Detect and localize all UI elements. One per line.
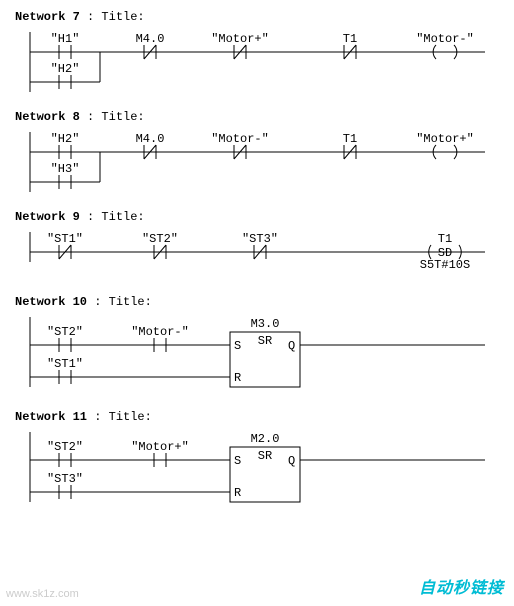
element-label: "ST1" (47, 232, 83, 246)
network-header: Network 9 : Title: (15, 210, 499, 224)
element-label: M4.0 (136, 132, 165, 146)
rung-svg: SRSRQ"ST2""Motor+"M2.0"ST3" (15, 432, 499, 507)
network-block: Network 10 : Title:SRSRQ"ST2""Motor-"M3.… (15, 295, 499, 392)
element-label: "ST3" (47, 472, 83, 486)
element-label: M2.0 (251, 432, 280, 446)
rung-svg: SD"ST1""ST2""ST3"T1S5T#10S (15, 232, 499, 277)
rung-svg: "H2" M4.0 "Motor-" T1 "Motor+" "H3" (15, 132, 499, 192)
network-title-suffix: : Title: (80, 10, 145, 24)
element-label: M3.0 (251, 317, 280, 331)
element-label: "H3" (51, 162, 80, 176)
network-block: Network 7 : Title:"H1"M4.0"Motor+"T1"Mot… (15, 10, 499, 92)
element-label: "Motor-" (416, 32, 474, 46)
network-title-suffix: : Title: (80, 210, 145, 224)
network-title-bold: Network 9 (15, 210, 80, 224)
network-header: Network 8 : Title: (15, 110, 499, 124)
network-title-bold: Network 10 (15, 295, 87, 309)
svg-text:SR: SR (258, 449, 272, 463)
svg-text:R: R (234, 371, 241, 385)
element-label: "ST2" (47, 440, 83, 454)
element-label: "ST2" (47, 325, 83, 339)
network-block: Network 11 : Title:SRSRQ"ST2""Motor+"M2.… (15, 410, 499, 507)
element-label: "Motor+" (131, 440, 189, 454)
element-label: "Motor+" (211, 32, 269, 46)
rung-svg: "H1" M4.0 "Motor+" T1 "Motor-" "H2" (15, 32, 499, 92)
svg-text:S: S (234, 454, 241, 468)
element-label: "Motor+" (416, 132, 474, 146)
svg-text:SR: SR (258, 334, 272, 348)
element-label: M4.0 (136, 32, 165, 46)
element-label: S5T#10S (420, 258, 470, 272)
network-title-bold: Network 11 (15, 410, 87, 424)
network-title-suffix: : Title: (87, 295, 152, 309)
network-title-suffix: : Title: (87, 410, 152, 424)
svg-text:R: R (234, 486, 241, 500)
element-label: "ST1" (47, 357, 83, 371)
element-label: "Motor-" (211, 132, 269, 146)
element-label: T1 (343, 132, 357, 146)
element-label: T1 (438, 232, 452, 246)
element-label: "ST3" (242, 232, 278, 246)
element-label: "ST2" (142, 232, 178, 246)
network-header: Network 11 : Title: (15, 410, 499, 424)
element-label: "H2" (51, 132, 80, 146)
watermark-text: www.sk1z.com (6, 588, 79, 600)
network-header: Network 10 : Title: (15, 295, 499, 309)
element-label: "H2" (51, 62, 80, 76)
element-label: T1 (343, 32, 357, 46)
element-label: "Motor-" (131, 325, 189, 339)
ladder-diagram-root: Network 7 : Title:"H1"M4.0"Motor+"T1"Mot… (15, 10, 499, 507)
svg-text:Q: Q (288, 339, 295, 353)
svg-text:S: S (234, 339, 241, 353)
svg-text:Q: Q (288, 454, 295, 468)
network-block: Network 9 : Title:SD"ST1""ST2""ST3"T1S5T… (15, 210, 499, 277)
network-header: Network 7 : Title: (15, 10, 499, 24)
rung-svg: SRSRQ"ST2""Motor-"M3.0"ST1" (15, 317, 499, 392)
network-block: Network 8 : Title:"H2"M4.0"Motor-"T1"Mot… (15, 110, 499, 192)
network-title-bold: Network 8 (15, 110, 80, 124)
network-title-bold: Network 7 (15, 10, 80, 24)
network-title-suffix: : Title: (80, 110, 145, 124)
footer-brand-text: 自动秒链接 (419, 574, 504, 598)
element-label: "H1" (51, 32, 80, 46)
